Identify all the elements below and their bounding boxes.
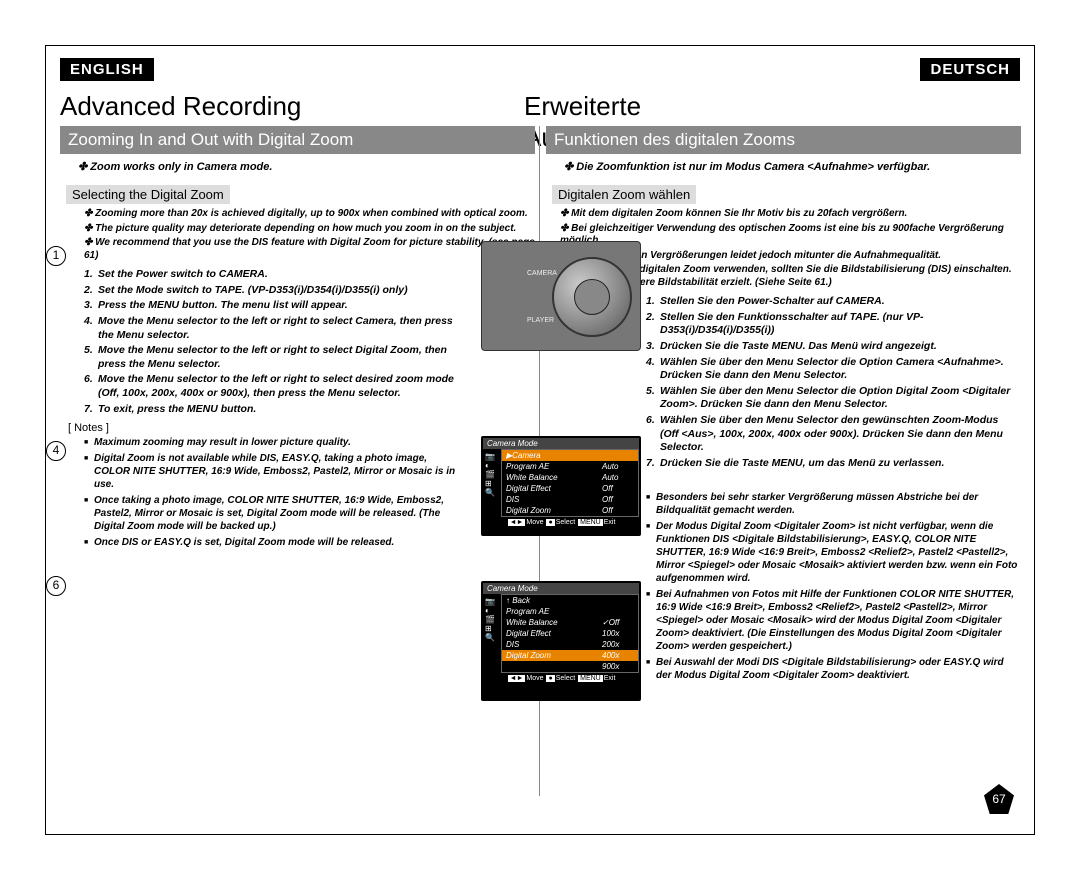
osd-footer: ◄►Move ●Select MENUExit [483, 673, 639, 682]
intro-en: ✤ Zoom works only in Camera mode. [78, 160, 535, 173]
page-frame: ENGLISH DEUTSCH Advanced Recording Erwei… [45, 45, 1035, 835]
dial-knob [574, 279, 610, 315]
osd-menu-4: Camera Mode 📷◐🎬⊞🔍 ▶Camera Program AEAuto… [481, 436, 641, 536]
figure-number-4: 4 [46, 441, 66, 461]
notes-en: Maximum zooming may result in lower pict… [84, 436, 464, 549]
osd-footer: ◄►Move ●Select MENUExit [483, 517, 639, 526]
dial-label-camera: CAMERA [527, 270, 557, 277]
lang-label-german: DEUTSCH [920, 58, 1020, 81]
section-head-en: Zooming In and Out with Digital Zoom [60, 126, 535, 154]
title-english: Advanced Recording [60, 91, 301, 122]
figure-number-1: 1 [46, 246, 66, 266]
section-head-de: Funktionen des digitalen Zooms [546, 126, 1021, 154]
mode-dial-figure: CAMERA PLAYER [481, 241, 641, 351]
osd-icons: 📷◐🎬⊞🔍 [485, 452, 495, 497]
subhead-en: Selecting the Digital Zoom [66, 185, 230, 204]
steps-de: Stellen Sie den Power-Schalter auf CAMER… [646, 295, 1018, 471]
notes-head-en: [ Notes ] [68, 422, 535, 434]
dial-label-player: PLAYER [527, 317, 554, 324]
figure-number-6: 6 [46, 576, 66, 596]
notes-de: Besonders bei sehr starker Vergrößerung … [646, 491, 1018, 682]
subhead-de: Digitalen Zoom wählen [552, 185, 696, 204]
osd-menu-6: Camera Mode 📷◐🎬⊞🔍 ↑ Back Program AE Whit… [481, 581, 641, 701]
steps-en: Set the Power switch to CAMERA. Set the … [84, 268, 464, 416]
osd-title: Camera Mode [483, 438, 639, 449]
lang-label-english: ENGLISH [60, 58, 154, 81]
bullets-en: ✤ Zooming more than 20x is achieved digi… [84, 208, 535, 262]
page-number-badge: 67 [984, 784, 1014, 814]
intro-de: ✤ Die Zoomfunktion ist nur im Modus Came… [564, 160, 1021, 173]
column-english: Zooming In and Out with Digital Zoom ✤ Z… [60, 126, 535, 552]
osd-title: Camera Mode [483, 583, 639, 594]
osd-icons: 📷◐🎬⊞🔍 [485, 597, 495, 642]
